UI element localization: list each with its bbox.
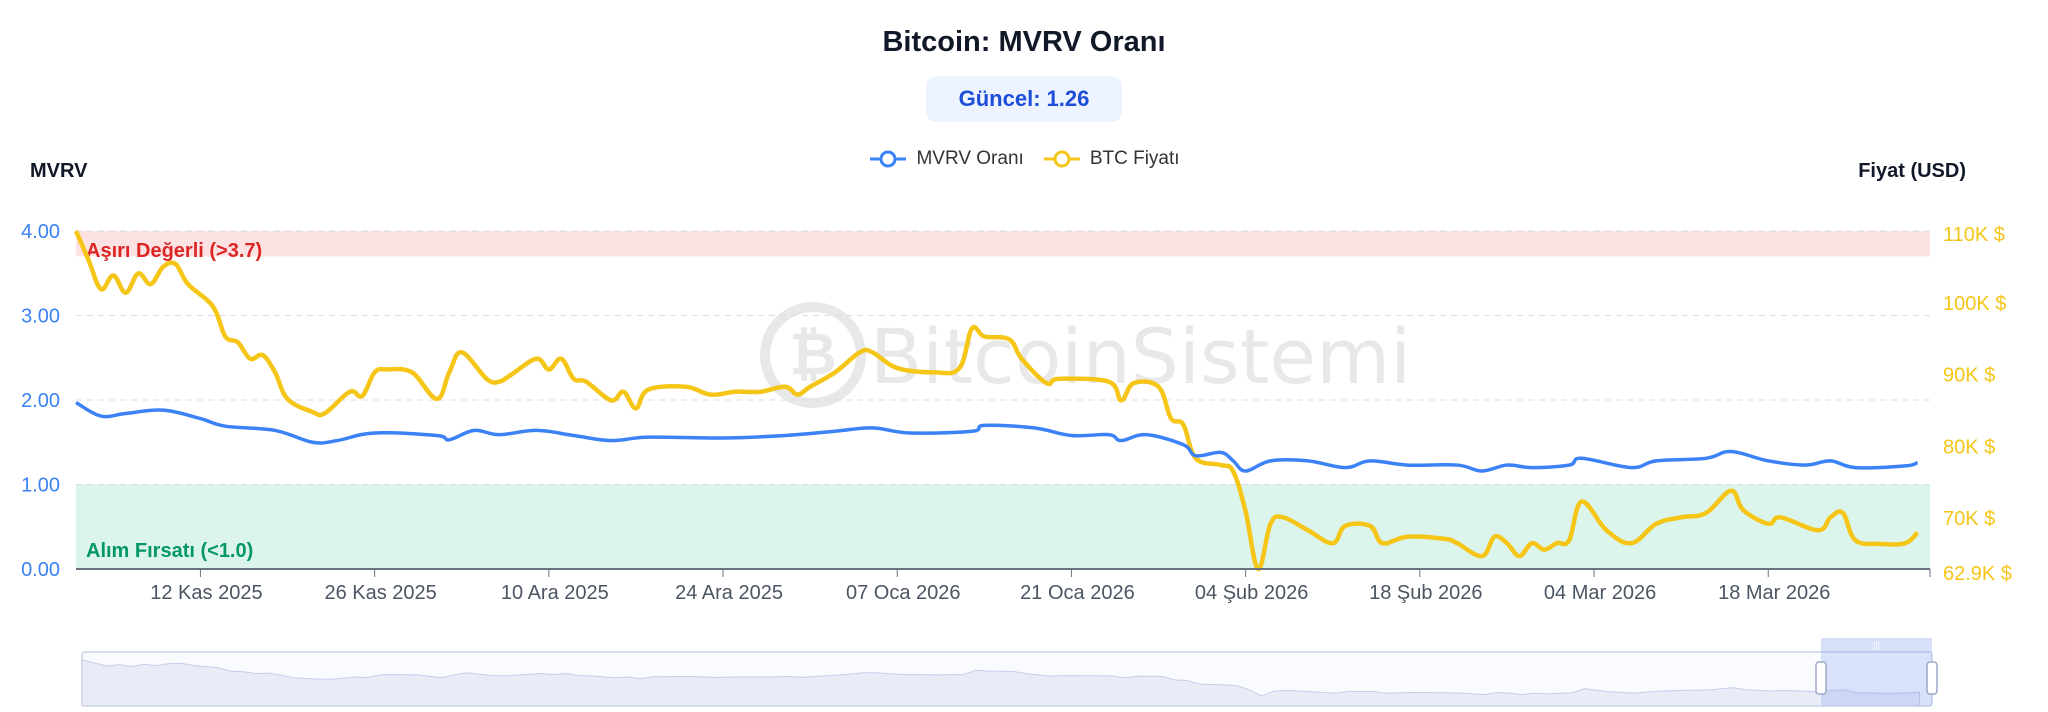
x-tick-label: 04 Şub 2026	[1195, 582, 1308, 604]
current-value-badge: Güncel: 1.26	[926, 76, 1122, 122]
series-line-btc-price[interactable]	[73, 230, 1920, 572]
legend: MVRV Oranı BTC Fiyatı	[0, 148, 2048, 170]
x-tick-label: 18 Şub 2026	[1369, 582, 1482, 604]
right-axis-title: Fiyat (USD)	[1858, 160, 1966, 182]
band-1	[76, 484, 1930, 569]
series-line-mvrv[interactable]	[75, 400, 1919, 473]
legend-label: MVRV Oranı	[916, 148, 1024, 169]
line-circle-icon	[1043, 150, 1080, 168]
badge-value: 1.26	[1046, 86, 1090, 111]
x-tick-label: 24 Ara 2025	[675, 582, 783, 604]
zoom-slider-window[interactable]	[1821, 652, 1932, 706]
x-tick-label: 10 Ara 2025	[501, 582, 609, 604]
right-tick-label: 62.9K $	[1943, 563, 2012, 585]
left-axis-title: MVRV	[30, 160, 88, 182]
x-tick-label: 04 Mar 2026	[1544, 582, 1656, 604]
legend-label: BTC Fiyatı	[1089, 148, 1180, 169]
watermark-text: BitcoinSistemi	[870, 312, 1411, 401]
line-circle-icon	[870, 150, 907, 168]
band-label: Aşırı Değerli (>3.7)	[86, 240, 262, 262]
right-tick-label: 90K $	[1943, 365, 1995, 387]
legend-item-btc-price[interactable]: BTC Fiyatı	[1042, 148, 1180, 170]
legend-item-mvrv[interactable]: MVRV Oranı	[868, 148, 1024, 170]
zoom-slider-drag-bar[interactable]	[1821, 638, 1932, 652]
left-tick-label: 3.00	[21, 306, 60, 328]
left-tick-label: 1.00	[21, 475, 60, 497]
band-label: Alım Fırsatı (<1.0)	[86, 540, 253, 562]
left-tick-label: 0.00	[21, 559, 60, 581]
right-tick-label: 70K $	[1943, 508, 1995, 530]
x-tick-label: 21 Oca 2026	[1020, 582, 1135, 604]
watermark-logo: ₿ BitcoinSistemi	[760, 302, 1411, 408]
chart-title: Bitcoin: MVRV Oranı	[882, 26, 1166, 58]
zoom-slider-handle-left[interactable]	[1815, 661, 1827, 695]
x-tick-label: 07 Oca 2026	[846, 582, 961, 604]
zoom-slider-preview	[81, 659, 1921, 707]
band-0	[76, 231, 1930, 257]
zoom-slider-handle-right[interactable]	[1926, 661, 1938, 695]
x-tick-label: 26 Kas 2025	[324, 582, 436, 604]
left-tick-label: 2.00	[21, 390, 60, 412]
right-tick-label: 100K $	[1943, 293, 2006, 315]
x-tick-label: 12 Kas 2025	[150, 582, 262, 604]
badge-label: Güncel:	[958, 86, 1041, 111]
right-tick-label: 80K $	[1943, 436, 1995, 458]
right-tick-label: 110K $	[1943, 224, 2005, 246]
x-tick-label: 18 Mar 2026	[1718, 582, 1830, 604]
grip-icon: |||	[1873, 640, 1880, 650]
left-tick-label: 4.00	[21, 221, 60, 243]
